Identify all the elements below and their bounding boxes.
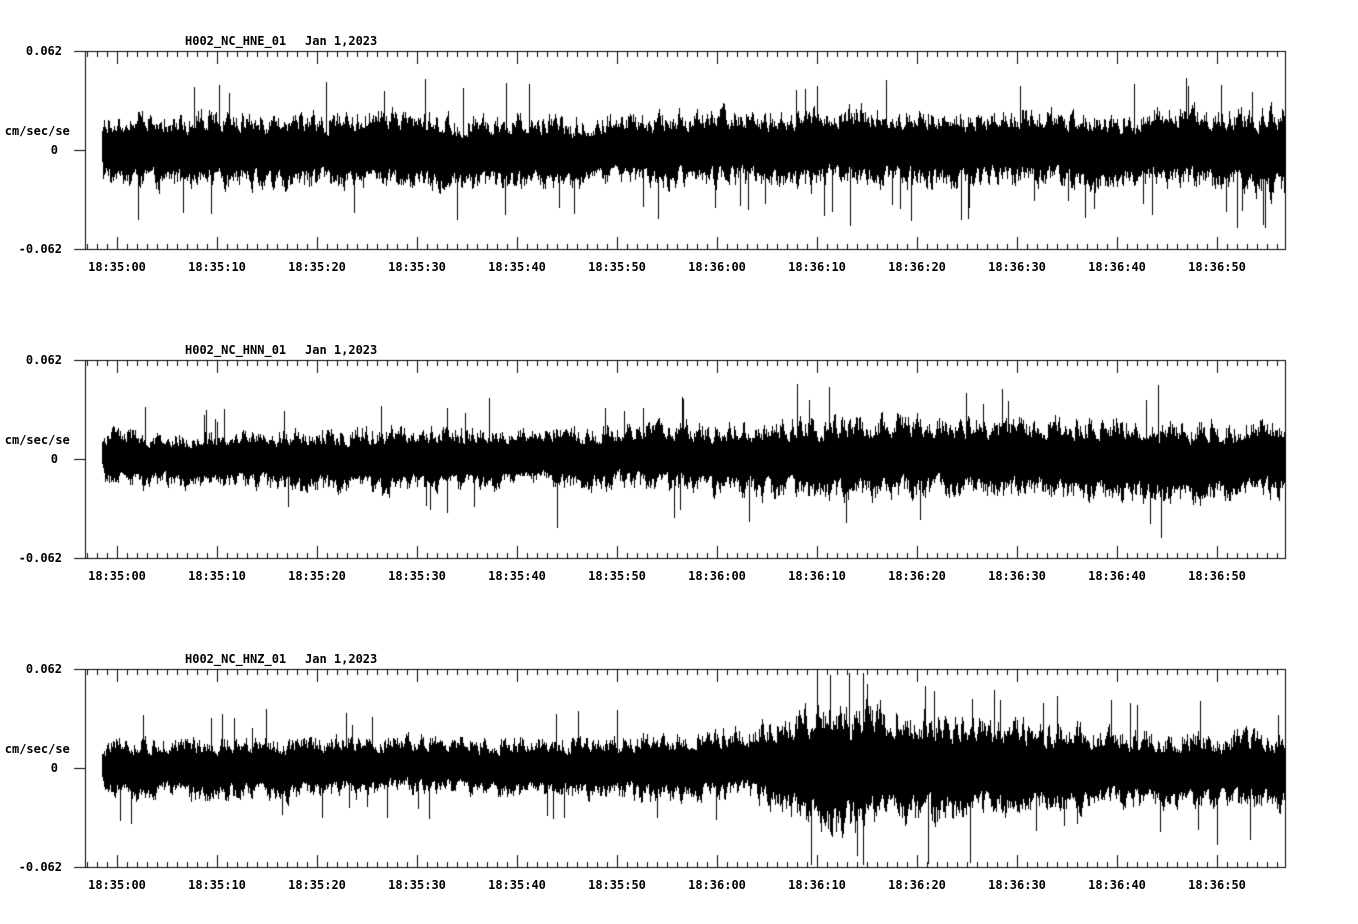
x-tick-label: 18:36:50 xyxy=(1188,260,1246,274)
x-tick-label: 18:35:00 xyxy=(88,878,146,892)
x-tick-label: 18:36:40 xyxy=(1088,569,1146,583)
x-tick-label: 18:36:10 xyxy=(788,878,846,892)
panel-date-label: Jan 1,2023 xyxy=(305,34,378,48)
trace-canvas-hne xyxy=(70,50,1290,252)
x-tick-label: 18:36:30 xyxy=(988,569,1046,583)
x-tick-label: 18:36:00 xyxy=(688,260,746,274)
x-tick-label: 18:36:30 xyxy=(988,260,1046,274)
panel-date-label: Jan 1,2023 xyxy=(305,652,378,666)
y-min-label: -0.062 xyxy=(18,242,62,256)
x-tick-label: 18:35:20 xyxy=(288,878,346,892)
y-zero-label: 0 xyxy=(50,143,58,157)
y-max-label: 0.062 xyxy=(25,44,62,58)
y-max-label: 0.062 xyxy=(25,353,62,367)
x-tick-label: 18:35:10 xyxy=(188,878,246,892)
y-min-label: -0.062 xyxy=(18,860,62,874)
x-tick-label: 18:36:10 xyxy=(788,569,846,583)
x-tick-label: 18:35:30 xyxy=(388,569,446,583)
x-tick-label: 18:35:10 xyxy=(188,569,246,583)
x-tick-label: 18:36:40 xyxy=(1088,260,1146,274)
x-tick-label: 18:36:50 xyxy=(1188,878,1246,892)
trace-canvas-hnn xyxy=(70,359,1290,561)
panel-date-label: Jan 1,2023 xyxy=(305,343,378,357)
y-max-label: 0.062 xyxy=(25,662,62,676)
x-tick-label: 18:36:30 xyxy=(988,878,1046,892)
y-zero-label: 0 xyxy=(50,452,58,466)
x-tick-label: 18:36:40 xyxy=(1088,878,1146,892)
x-tick-label: 18:35:30 xyxy=(388,260,446,274)
panel-title: H002_NC_HNZ_01 xyxy=(185,652,287,666)
y-min-label: -0.062 xyxy=(18,551,62,565)
x-tick-label: 18:36:20 xyxy=(888,569,946,583)
x-tick-label: 18:36:00 xyxy=(688,569,746,583)
x-tick-label: 18:35:40 xyxy=(488,569,546,583)
y-zero-label: 0 xyxy=(50,761,58,775)
trace-canvas-hnz xyxy=(70,668,1290,870)
x-tick-label: 18:35:40 xyxy=(488,260,546,274)
x-tick-label: 18:35:20 xyxy=(288,569,346,583)
x-tick-label: 18:35:10 xyxy=(188,260,246,274)
x-tick-label: 18:36:20 xyxy=(888,260,946,274)
x-tick-label: 18:35:50 xyxy=(588,260,646,274)
y-units-label: cm/sec/sec xyxy=(4,124,77,138)
y-units-label: cm/sec/sec xyxy=(4,742,77,756)
x-tick-label: 18:35:00 xyxy=(88,260,146,274)
x-tick-label: 18:35:00 xyxy=(88,569,146,583)
x-tick-label: 18:35:40 xyxy=(488,878,546,892)
x-tick-label: 18:36:00 xyxy=(688,878,746,892)
x-tick-label: 18:35:20 xyxy=(288,260,346,274)
y-units-label: cm/sec/sec xyxy=(4,433,77,447)
x-tick-label: 18:35:50 xyxy=(588,569,646,583)
panel-title: H002_NC_HNE_01 xyxy=(185,34,287,48)
x-tick-label: 18:35:30 xyxy=(388,878,446,892)
x-tick-label: 18:36:50 xyxy=(1188,569,1246,583)
x-tick-label: 18:36:20 xyxy=(888,878,946,892)
panel-title: H002_NC_HNN_01 xyxy=(185,343,287,357)
x-tick-label: 18:35:50 xyxy=(588,878,646,892)
x-tick-label: 18:36:10 xyxy=(788,260,846,274)
